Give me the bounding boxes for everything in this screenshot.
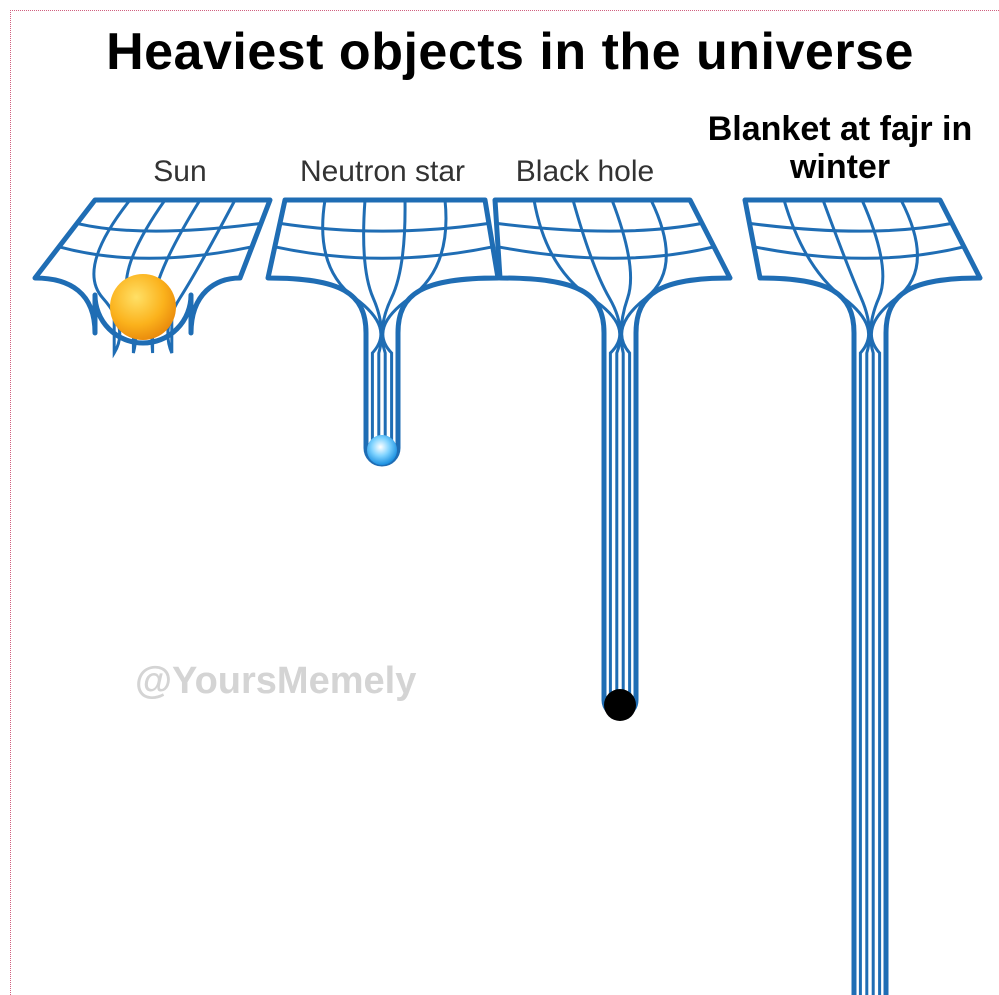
spacetime-sheet xyxy=(495,200,730,716)
title: Heaviest objects in the universe xyxy=(0,22,999,82)
page: Heaviest objects in the universe Sun Neu… xyxy=(0,0,999,995)
panel-label: Neutron star xyxy=(275,155,490,189)
watermark: @YoursMemely xyxy=(135,660,416,703)
sun xyxy=(110,274,176,340)
neutron-star xyxy=(367,435,397,465)
panel-label: Sun xyxy=(115,155,245,189)
black-hole xyxy=(604,689,636,721)
panel-label: Black hole xyxy=(495,155,675,189)
panel-label: Blanket at fajr in winter xyxy=(700,110,980,186)
